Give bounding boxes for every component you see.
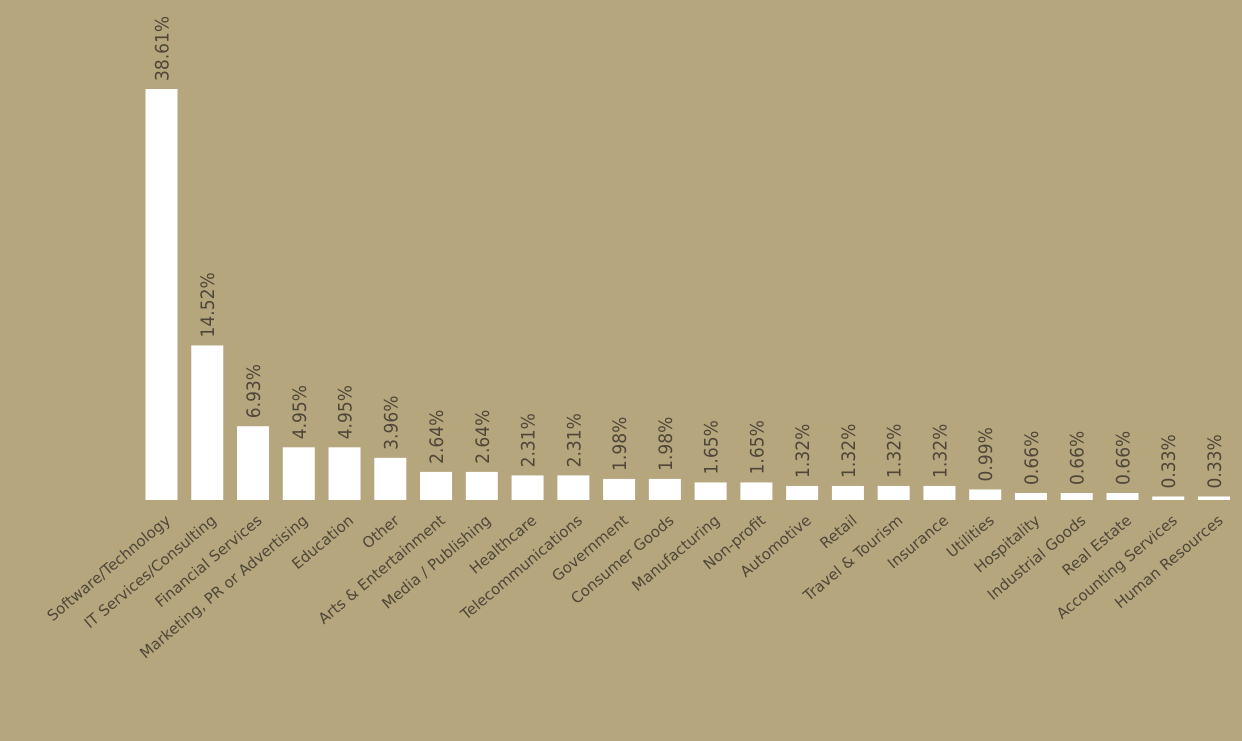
value-label: 38.61% (152, 16, 174, 81)
value-label: 2.64% (472, 410, 494, 464)
value-label: 1.65% (746, 420, 768, 474)
value-label: 1.65% (701, 420, 723, 474)
value-label: 2.64% (426, 410, 448, 464)
bar (145, 89, 178, 500)
value-label: 4.95% (289, 385, 311, 439)
bar (694, 482, 727, 500)
value-label: 0.99% (975, 427, 997, 481)
bar (1152, 496, 1185, 500)
value-label: 0.66% (1112, 431, 1134, 485)
bar (328, 447, 361, 500)
value-label: 0.66% (1067, 431, 1089, 485)
value-label: 1.32% (929, 424, 951, 478)
value-label: 14.52% (197, 272, 219, 337)
bar (420, 471, 453, 500)
bar (786, 485, 819, 500)
value-label: 1.98% (609, 417, 631, 471)
bar (557, 475, 590, 500)
value-label: 3.96% (380, 396, 402, 450)
value-label: 0.66% (1021, 431, 1043, 485)
bar (877, 485, 910, 500)
value-label: 2.31% (518, 413, 540, 467)
bar (237, 426, 270, 500)
bar (374, 457, 407, 500)
value-label: 1.32% (884, 424, 906, 478)
bar (511, 475, 544, 500)
bar (282, 447, 315, 500)
bar (465, 471, 498, 500)
bar (1060, 492, 1093, 500)
value-label: 6.93% (243, 364, 265, 418)
value-label: 2.31% (563, 413, 585, 467)
bar (831, 485, 864, 500)
bar (740, 482, 773, 500)
bar (603, 478, 636, 500)
value-label: 0.33% (1204, 434, 1226, 488)
bar (648, 478, 681, 500)
bar (1198, 496, 1230, 500)
value-label: 1.98% (655, 417, 677, 471)
bar (191, 345, 224, 500)
bar (969, 489, 1002, 500)
value-label: 1.32% (792, 424, 814, 478)
bar (1014, 492, 1047, 500)
value-label: 1.32% (838, 424, 860, 478)
bar (1106, 492, 1139, 500)
bar (923, 485, 956, 500)
value-label: 4.95% (335, 385, 357, 439)
value-label: 0.33% (1158, 434, 1180, 488)
